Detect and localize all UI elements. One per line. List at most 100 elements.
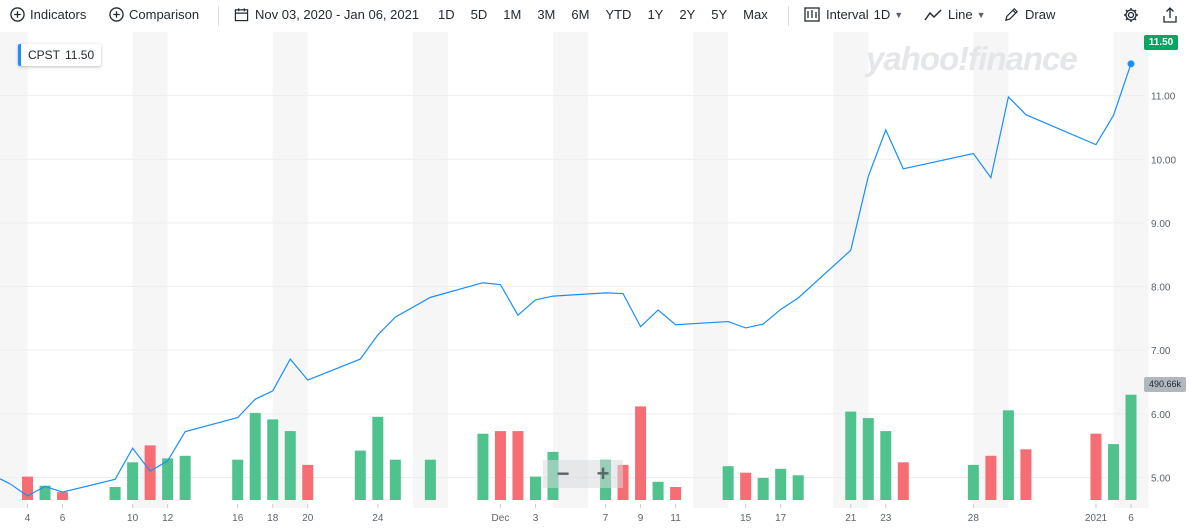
volume-bar: [652, 481, 664, 500]
date-range-label: Nov 03, 2020 - Jan 06, 2021: [255, 7, 420, 22]
plus-circle-icon: [109, 7, 124, 22]
volume-bar: [284, 431, 296, 500]
watermark-logo: yahoo!finance: [866, 40, 1078, 77]
y-tick-label: 8.00: [1151, 283, 1171, 294]
x-tick-label: 12: [162, 513, 174, 524]
range-1m-button[interactable]: 1M: [503, 7, 522, 22]
y-tick-label: 5.00: [1151, 473, 1171, 484]
x-tick-label: 11: [670, 513, 681, 524]
weekend-band: [412, 32, 448, 508]
range-5d-button[interactable]: 5D: [470, 7, 488, 22]
interval-chart-icon: [804, 7, 820, 22]
volume-bar: [232, 459, 244, 500]
volume-bar: [1002, 410, 1014, 500]
range-6m-button[interactable]: 6M: [571, 7, 590, 22]
chart-container[interactable]: 5.00 6.00 7.00 8.00 9.00 10.00 11.00 4 6 10 12 16 1…: [0, 32, 1192, 532]
volume-bar: [39, 485, 51, 500]
volume-bar: [302, 464, 314, 500]
draw-button[interactable]: Draw: [1004, 7, 1055, 22]
last-price-tag: 11.50: [1144, 35, 1178, 50]
x-tick-label: 10: [127, 513, 139, 524]
interval-button[interactable]: Interval 1D ▼: [804, 7, 903, 22]
y-tick-label: 6.00: [1151, 410, 1171, 421]
chart-toolbar: Indicators Comparison Nov 03, 2020 - Jan…: [0, 0, 1192, 32]
volume-bar: [249, 412, 261, 500]
zoom-out-button[interactable]: −: [543, 460, 583, 488]
line-chart-icon: [924, 8, 942, 20]
legend-tag[interactable]: CPST 11.50: [18, 44, 102, 66]
y-tick-label: 9.00: [1151, 219, 1171, 230]
zoom-in-button[interactable]: +: [583, 460, 623, 488]
volume-bar: [57, 492, 69, 500]
volume-bar: [985, 455, 997, 500]
x-tick-label: 23: [880, 513, 892, 524]
weekend-band: [693, 32, 729, 508]
volume-bar: [354, 450, 366, 500]
x-tick-label: Dec: [492, 513, 510, 524]
draw-label: Draw: [1025, 7, 1056, 22]
x-tick-label: 3: [533, 513, 539, 524]
x-tick-label: 7: [603, 513, 609, 524]
price-line-lead: [0, 478, 11, 485]
chart-type-label: Line: [948, 7, 973, 22]
x-tick-label: 17: [775, 513, 787, 524]
gear-icon: [1124, 8, 1138, 22]
date-range-button[interactable]: Nov 03, 2020 - Jan 06, 2021: [234, 7, 419, 22]
chevron-down-icon: ▼: [976, 9, 986, 20]
volume-bar: [127, 462, 139, 500]
weekend-band: [0, 32, 28, 508]
plus-circle-icon: [10, 7, 25, 22]
y-axis-labels: 5.00 6.00 7.00 8.00 9.00 10.00 11.00: [1151, 92, 1176, 485]
chart-type-button[interactable]: Line ▼: [924, 7, 986, 22]
settings-button[interactable]: [1123, 7, 1139, 23]
price-line-group: [0, 60, 1135, 497]
volume-bar: [424, 459, 436, 500]
volume-bar: [862, 418, 874, 500]
volume-bar: [1020, 449, 1032, 500]
volume-bar: [635, 406, 647, 500]
toolbar-divider: [788, 6, 789, 26]
share-button[interactable]: [1163, 7, 1177, 23]
range-3m-button[interactable]: 3M: [537, 7, 556, 22]
volume-bar: [880, 431, 892, 500]
x-tick-label: 16: [232, 513, 244, 524]
volume-bar: [109, 487, 121, 500]
indicators-button[interactable]: Indicators: [10, 7, 86, 22]
volume-bar: [512, 431, 524, 500]
range-max-button[interactable]: Max: [743, 7, 768, 22]
range-2y-button[interactable]: 2Y: [679, 7, 696, 22]
weekend-band: [552, 32, 589, 508]
indicators-label: Indicators: [30, 7, 87, 22]
volume-bar: [389, 459, 401, 500]
volume-bar: [967, 464, 979, 500]
range-ytd-button[interactable]: YTD: [605, 7, 632, 22]
volume-bar: [494, 431, 506, 500]
comparison-button[interactable]: Comparison: [109, 7, 199, 22]
x-tick-label: 15: [740, 513, 752, 524]
x-tick-label: 9: [638, 513, 644, 524]
zoom-controls: − +: [543, 460, 623, 488]
x-tick-label: 6: [60, 513, 66, 524]
range-1d-button[interactable]: 1D: [438, 7, 455, 22]
range-5y-button[interactable]: 5Y: [711, 7, 728, 22]
volume-bar: [372, 416, 384, 500]
weekend-bands: [0, 32, 1149, 508]
volume-bar: [22, 476, 34, 500]
x-axis-labels: 4 6 10 12 16 18 20 24 Dec 3 7 9 11 15 17 21 23 28 2021 6: [25, 504, 1134, 524]
y-tick-label: 11.00: [1151, 92, 1176, 103]
volume-bar: [1090, 433, 1102, 500]
volume-bar: [144, 445, 156, 500]
x-tick-label: 4: [25, 513, 31, 524]
interval-label: Interval: [826, 7, 869, 22]
price-chart[interactable]: 5.00 6.00 7.00 8.00 9.00 10.00 11.00 4 6 10 12 16 1…: [0, 32, 1192, 532]
volume-bar: [757, 477, 769, 500]
x-tick-label: 18: [267, 513, 279, 524]
volume-bar: [477, 433, 489, 500]
volume-bar: [775, 468, 787, 500]
share-icon: [1163, 7, 1177, 23]
pencil-icon: [1005, 8, 1018, 21]
range-1y-button[interactable]: 1Y: [647, 7, 664, 22]
volume-bar: [845, 411, 857, 500]
volume-bar: [617, 464, 629, 500]
y-tick-label: 7.00: [1151, 346, 1171, 357]
